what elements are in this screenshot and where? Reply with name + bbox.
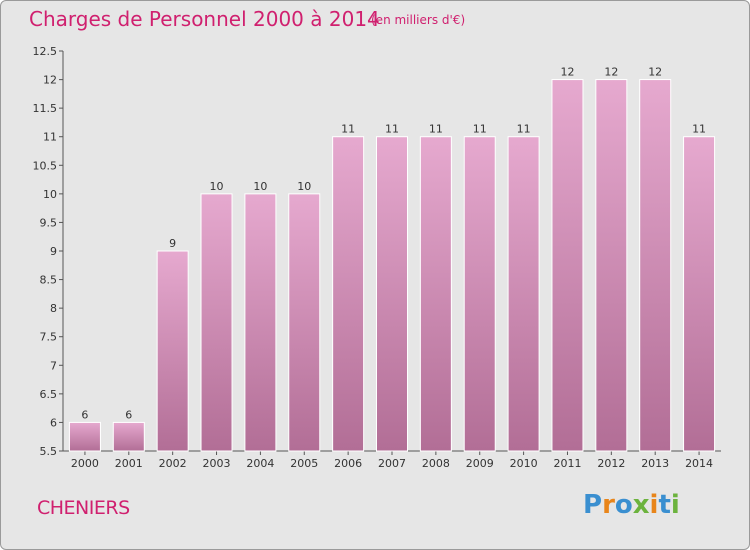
y-tick-label: 9.5 [40, 216, 58, 229]
value-label: 9 [169, 237, 176, 250]
y-tick-label: 11.5 [33, 102, 58, 115]
proxiti-logo: Proxiti [583, 490, 680, 520]
chart-axes: 5.5 6 6.5 7 7.5 8 8.5 9 9.5 10 10.5 11 11.5 12 12.5 [33, 45, 721, 458]
y-tick-label: 12 [43, 74, 57, 87]
bar-2005 [288, 193, 321, 452]
bar-2004 [244, 193, 277, 452]
logo-letter: P [583, 490, 603, 520]
x-tick-label: 2006 [334, 457, 362, 470]
value-label: 11 [473, 123, 487, 136]
bar-2001 [112, 421, 145, 452]
x-tick-label: 2004 [246, 457, 274, 470]
city-name: CHENIERS [37, 497, 130, 519]
bar-2012 [595, 79, 628, 452]
x-tick-label: 2003 [203, 457, 231, 470]
value-label: 11 [385, 123, 399, 136]
bar-2002 [156, 250, 189, 452]
y-tick-label: 10 [43, 188, 57, 201]
y-tick-label: 6.5 [40, 388, 58, 401]
y-tick-label: 10.5 [33, 159, 58, 172]
x-tick-label: 2001 [115, 457, 143, 470]
x-tick-label: 2002 [159, 457, 187, 470]
value-label: 10 [253, 180, 267, 193]
bar-2010 [507, 136, 540, 452]
chart-unit: (en milliers d'€) [371, 13, 466, 27]
bar-2013 [639, 79, 672, 452]
bar-2003 [200, 193, 233, 452]
value-label: 6 [125, 408, 132, 421]
value-label: 10 [297, 180, 311, 193]
logo-letter: r [602, 490, 615, 520]
x-tick-label: 2008 [422, 457, 450, 470]
y-tick-label: 8.5 [40, 274, 58, 287]
chart-title: Charges de Personnel 2000 à 2014 [29, 7, 380, 31]
y-tick-label: 7.5 [40, 331, 58, 344]
logo-letter: o [614, 490, 633, 520]
value-label: 11 [517, 123, 531, 136]
value-label: 12 [604, 66, 618, 79]
x-tick-label: 2011 [553, 457, 581, 470]
bar-2008 [419, 136, 452, 452]
value-label: 11 [429, 123, 443, 136]
logo-letter: t [658, 490, 671, 520]
x-tick-label: 2012 [597, 457, 625, 470]
x-tick-label: 2000 [71, 457, 99, 470]
x-tick-label: 2010 [510, 457, 538, 470]
x-tick-label: 2007 [378, 457, 406, 470]
y-tick-label: 12.5 [33, 45, 58, 58]
value-label: 12 [560, 66, 574, 79]
chart-labels: 2000 6 2001 6 2002 9 2003 10 2004 10 2005 10 2006 11 2… [71, 66, 713, 470]
x-tick-label: 2014 [685, 457, 713, 470]
y-tick-label: 6 [50, 416, 57, 429]
value-label: 11 [341, 123, 355, 136]
value-label: 10 [210, 180, 224, 193]
bar-2011 [551, 79, 584, 452]
bar-2000 [68, 421, 101, 452]
bar-2009 [463, 136, 496, 452]
value-label: 11 [692, 123, 706, 136]
logo-letter: i [670, 490, 680, 520]
y-tick-label: 7 [50, 359, 57, 372]
x-tick-label: 2013 [641, 457, 669, 470]
bar-2006 [332, 136, 365, 452]
logo-letter: x [632, 490, 650, 520]
x-tick-label: 2005 [290, 457, 318, 470]
bar-2007 [376, 136, 408, 452]
y-tick-label: 11 [43, 131, 57, 144]
logo-letter: i [649, 490, 659, 520]
x-tick-label: 2009 [466, 457, 494, 470]
y-tick-label: 5.5 [40, 445, 58, 458]
y-tick-label: 8 [50, 302, 57, 315]
value-label: 12 [648, 66, 662, 79]
bar-2014 [683, 136, 716, 452]
y-tick-label: 9 [50, 245, 57, 258]
chart-bars [68, 79, 716, 452]
value-label: 6 [81, 408, 88, 421]
